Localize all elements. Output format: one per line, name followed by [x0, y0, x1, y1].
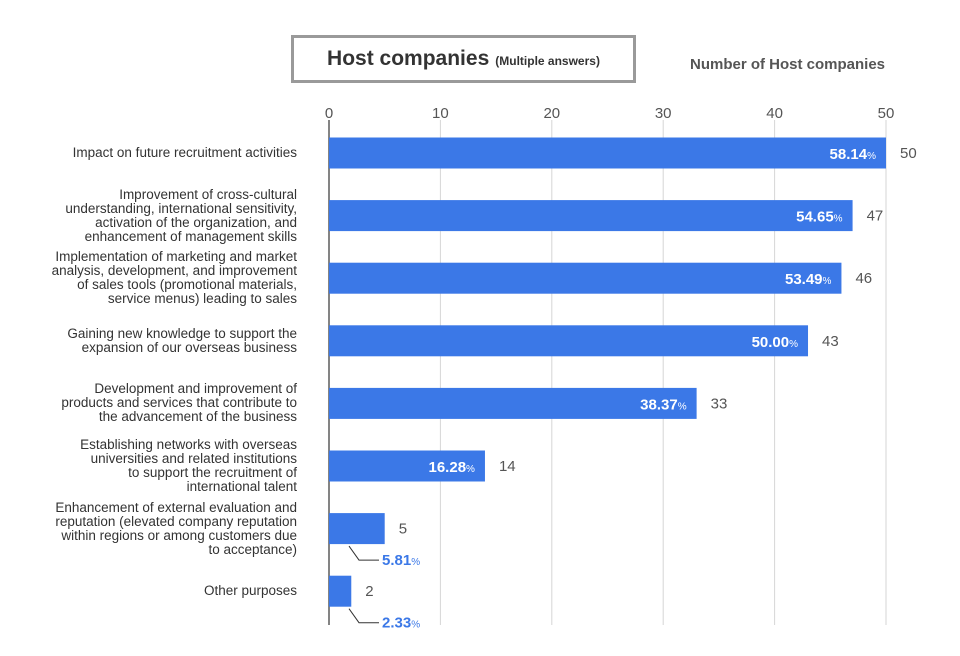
percent-unit: %	[867, 151, 876, 162]
category-label-line: analysis, development, and improvement	[51, 263, 297, 279]
category-label-line: enhancement of management skills	[84, 228, 297, 244]
x-tick-label: 0	[325, 105, 333, 122]
percent-label: 2.33%	[382, 615, 420, 632]
chart-subtitle: (Multiple answers)	[495, 54, 600, 68]
percent-value: 58.14	[830, 146, 868, 163]
percent-label: 16.28%	[429, 459, 476, 476]
category-label: Impact on future recruitment activities	[73, 146, 297, 160]
x-tick-label: 50	[878, 105, 895, 122]
category-label-line: reputation (elevated company reputation	[55, 513, 297, 529]
value-label: 5	[399, 521, 407, 538]
value-label: 33	[711, 395, 728, 412]
x-axis-label: Number of Host companies	[690, 56, 886, 73]
category-label-line: Gaining new knowledge to support the	[67, 325, 297, 341]
category-label-line: Improvement of cross-cultural	[119, 186, 297, 202]
percent-unit: %	[466, 464, 475, 475]
category-label-line: products and services that contribute to	[61, 395, 297, 411]
x-tick-label: 40	[766, 105, 783, 122]
category-label-line: service menus) leading to sales	[107, 291, 297, 307]
value-label: 46	[855, 270, 872, 287]
x-tick-label: 30	[655, 105, 672, 122]
category-label: Gaining new knowledge to support the expa…	[67, 325, 297, 355]
percent-value: 16.28	[429, 459, 467, 476]
category-label-line: Development and improvement of	[94, 381, 297, 397]
bar	[329, 325, 809, 357]
percent-label: 50.00%	[752, 334, 799, 351]
bar	[329, 387, 697, 419]
percent-label: 58.14%	[830, 146, 877, 163]
bar	[329, 450, 485, 482]
percent-label: 54.65%	[796, 209, 843, 226]
category-label: Improvement of cross-cultural understandi…	[65, 186, 297, 244]
percent-leader-line	[348, 545, 379, 561]
percent-value: 50.00	[752, 334, 790, 351]
bar	[329, 200, 853, 232]
category-label-line: to acceptance)	[208, 541, 297, 557]
percent-unit: %	[834, 214, 843, 225]
chart-title: Host companies	[327, 47, 490, 70]
category-label-line: Other purposes	[203, 583, 297, 599]
category-label-line: understanding, international sensitivity…	[65, 200, 297, 216]
category-label-line: of sales tools (promotional materials,	[77, 277, 297, 293]
bar	[329, 513, 385, 545]
percent-value: 5.81	[382, 552, 411, 569]
category-label-line: Enhancement of external evaluation and	[55, 499, 297, 515]
percent-value: 38.37	[640, 396, 678, 413]
category-label: Implementation of marketing and market an…	[52, 250, 297, 306]
category-label-line: to support the recruitment of	[128, 465, 297, 480]
percent-label: 53.49%	[785, 271, 832, 288]
percent-leader-line	[348, 608, 379, 624]
percent-value: 53.49	[785, 271, 823, 288]
category-label: Development and improvement of products a…	[61, 382, 297, 424]
value-label: 43	[822, 333, 839, 350]
value-label: 2	[365, 583, 373, 600]
bar	[329, 575, 352, 607]
percent-unit: %	[411, 557, 420, 568]
percent-unit: %	[678, 401, 687, 412]
percent-value: 2.33	[382, 615, 411, 632]
percent-label: 38.37%	[640, 396, 687, 413]
x-tick-label: 10	[432, 105, 449, 122]
category-label: Other purposes	[204, 584, 297, 598]
x-tick-label: 20	[543, 105, 560, 122]
category-label: Enhancement of external evaluation and re…	[55, 499, 297, 557]
value-label: 14	[499, 458, 516, 475]
percent-unit: %	[823, 276, 832, 287]
category-label-line: expansion of our overseas business	[81, 339, 297, 355]
category-label-line: the advancement of the business	[98, 409, 297, 425]
category-label-line: universities and related institutions	[90, 451, 297, 466]
category-label-line: international talent	[186, 479, 297, 494]
category-label-line: Impact on future recruitment activities	[72, 145, 297, 160]
percent-unit: %	[411, 620, 420, 631]
value-label: 50	[900, 145, 917, 162]
category-label-line: activation of the organization, and	[95, 214, 297, 230]
bar	[329, 137, 886, 169]
category-label: Establishing networks with overseas unive…	[80, 438, 297, 494]
category-label-line: Implementation of marketing and market	[55, 249, 297, 265]
percent-label: 5.81%	[382, 552, 420, 569]
value-label: 47	[867, 208, 884, 225]
percent-unit: %	[789, 339, 798, 350]
category-label-line: Establishing networks with overseas	[80, 437, 297, 452]
percent-value: 54.65	[796, 209, 834, 226]
bar	[329, 262, 842, 294]
chart-title-box: Host companies (Multiple answers)	[291, 35, 636, 83]
category-label-line: within regions or among customers due	[61, 527, 297, 543]
